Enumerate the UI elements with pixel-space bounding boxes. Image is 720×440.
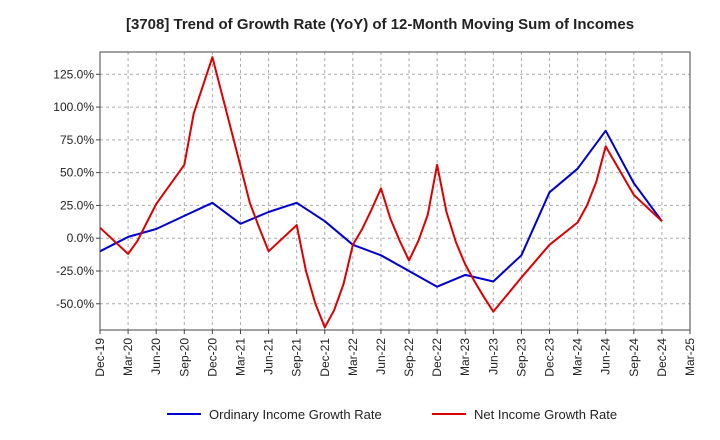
legend-label: Ordinary Income Growth Rate bbox=[209, 407, 382, 422]
x-tick-label: Mar-21 bbox=[233, 338, 247, 376]
legend-label: Net Income Growth Rate bbox=[474, 407, 617, 422]
x-tick-label: Jun-22 bbox=[374, 338, 388, 375]
chart-title: [3708] Trend of Growth Rate (YoY) of 12-… bbox=[126, 16, 634, 33]
x-tick-label: Dec-20 bbox=[205, 338, 219, 377]
y-tick-label: 50.0% bbox=[60, 166, 94, 180]
x-tick-label: Jun-21 bbox=[262, 338, 276, 375]
x-tick-label: Sep-23 bbox=[514, 338, 528, 377]
plot-area-frame bbox=[99, 51, 691, 331]
x-tick-label: Mar-20 bbox=[121, 338, 135, 376]
y-tick-label: -25.0% bbox=[56, 264, 94, 278]
x-tick-label: Jun-20 bbox=[149, 338, 163, 375]
y-tick-label: -50.0% bbox=[56, 297, 94, 311]
x-tick-label: Jun-23 bbox=[486, 338, 500, 375]
y-tick-label: 125.0% bbox=[53, 67, 94, 81]
series-line-net-income bbox=[99, 56, 663, 329]
series-line-ordinary-income bbox=[99, 129, 663, 288]
x-tick-label: Sep-21 bbox=[290, 338, 304, 377]
y-tick-label: 25.0% bbox=[60, 198, 94, 212]
series-layer bbox=[99, 56, 663, 329]
x-tick-label: Mar-23 bbox=[458, 338, 472, 376]
x-tick-label: Jun-24 bbox=[599, 338, 613, 375]
x-tick-label: Sep-24 bbox=[627, 338, 641, 377]
y-tick-label: 100.0% bbox=[53, 100, 94, 114]
x-tick-label: Dec-24 bbox=[655, 338, 669, 377]
x-tick-label: Sep-22 bbox=[402, 338, 416, 377]
y-axis-ticks: -50.0% -25.0% 0.0% 25.0% 50.0% 75.0% 100.0% 125… bbox=[53, 67, 100, 311]
x-axis-ticks: Dec-19 Mar-20 Jun-20 Sep-20 Dec-20 Mar-21 Jun-… bbox=[93, 330, 697, 377]
y-tick-label: 0.0% bbox=[67, 231, 95, 245]
x-tick-label: Mar-24 bbox=[571, 338, 585, 376]
x-tick-label: Sep-20 bbox=[177, 338, 191, 377]
x-tick-label: Dec-21 bbox=[318, 338, 332, 377]
plot-grid bbox=[99, 52, 691, 330]
x-tick-label: Dec-22 bbox=[430, 338, 444, 377]
x-tick-label: Dec-19 bbox=[93, 338, 107, 377]
x-tick-label: Mar-25 bbox=[683, 338, 697, 376]
y-tick-label: 75.0% bbox=[60, 133, 94, 147]
legend: Ordinary Income Growth Rate Net Income Gr… bbox=[167, 407, 617, 422]
x-tick-label: Mar-22 bbox=[346, 338, 360, 376]
x-tick-label: Dec-23 bbox=[543, 338, 557, 377]
